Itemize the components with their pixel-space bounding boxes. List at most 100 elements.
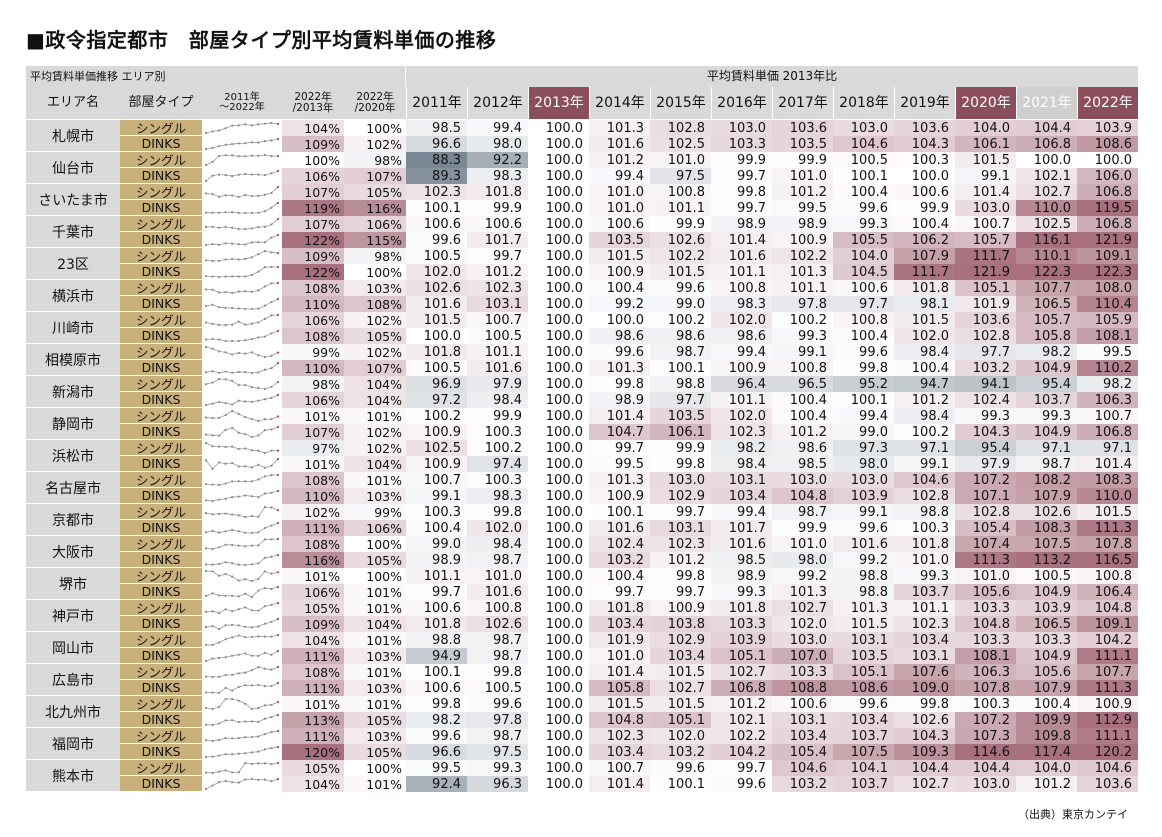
value-cell: 103.3 [711,616,772,632]
sparkline-point [217,738,221,742]
sparkline-point [237,699,240,702]
value-cell: 104.9 [1016,584,1077,600]
value-cell: 102.6 [650,232,711,248]
value-cell: 98.4 [467,392,528,408]
sparkline-point [217,461,221,464]
sparkline-point [217,483,221,487]
value-cell: 102.3 [650,536,711,552]
sparkline-point [257,654,260,658]
sparkline-point [244,193,247,197]
header-year-6: 2017年 [772,87,833,119]
sparkline-point [224,445,227,449]
ratio-2020-cell: 101% [344,696,406,712]
ratio-2013-cell: 111% [282,520,344,536]
sparkline-point [276,761,280,765]
sparkline-point [276,571,280,574]
sparkline-point [231,291,234,295]
sparkline-point [263,153,267,157]
sparkline-line [205,202,279,214]
value-cell: 108.3 [1077,472,1138,488]
sparkline-point [263,704,267,707]
sparkline-point [270,428,273,431]
sparkline-point [244,494,247,497]
value-cell: 101.5 [650,664,711,680]
sparkline-point [257,194,260,197]
value-cell: 101.2 [650,552,711,568]
value-cell: 99.7 [589,584,650,600]
sparkline-point [237,752,240,755]
sparkline-point [204,723,208,726]
ratio-2013-cell: 105% [282,600,344,616]
value-cell: 102.0 [406,264,467,280]
value-cell: 104.1 [833,760,894,776]
sparkline-point [204,225,208,228]
value-cell: 102.4 [955,392,1016,408]
value-cell: 97.2 [406,392,467,408]
value-cell: 100.3 [406,504,467,520]
value-cell: 103.8 [650,616,711,632]
value-cell: 100.2 [467,440,528,456]
value-cell: 103.5 [833,648,894,664]
value-cell: 108.6 [833,680,894,696]
ratio-2013-cell: 101% [282,408,344,424]
sparkline-point [250,707,253,711]
sparkline-point [217,641,221,644]
value-cell: 103.3 [955,600,1016,616]
sparkline-point [211,160,214,164]
value-cell: 100.5 [833,152,894,168]
sparkline-point [250,141,253,144]
sparkline-point [257,683,260,687]
sparkline-point [276,729,280,733]
sparkline-point [276,122,280,125]
sparkline-line [205,138,279,150]
ratio-2020-cell: 104% [344,376,406,392]
sparkline-point [263,717,267,720]
value-cell: 103.4 [833,712,894,728]
sparkline-point [211,193,214,196]
sparkline-point [270,332,273,335]
value-cell: 119.5 [1077,200,1138,216]
ratio-2020-cell: 101% [344,632,406,648]
sparkline-point [217,434,221,437]
room-type-cell: シングル [120,696,202,712]
sparkline-chart [204,569,280,583]
value-cell: 102.5 [1016,216,1077,232]
value-cell: 98.7 [772,504,833,520]
ratio-2020-cell: 98% [344,152,406,168]
sparkline-point [224,462,227,465]
sparkline-point [257,307,260,310]
header-room-type: 部屋タイプ [120,87,202,119]
value-cell: 99.6 [406,232,467,248]
value-cell: 106.5 [1016,296,1077,312]
sparkline-point [270,314,273,317]
value-cell: 106.1 [955,136,1016,152]
ratio-2013-cell: 122% [282,264,344,280]
value-cell: 94.1 [955,376,1016,392]
sparkline-point [244,684,247,687]
sparkline-point [270,715,273,719]
sparkline-point [270,474,273,477]
sparkline-point [211,370,214,373]
sparkline-point [237,672,240,675]
sparkline-line [205,346,279,358]
sparkline-point [263,538,267,541]
value-cell: 101.8 [589,600,650,616]
header-ratio-2020: 2022年 /2020年 [344,87,406,119]
sparkline-point [237,514,240,517]
value-cell: 106.8 [1077,424,1138,440]
sparkline [202,296,282,312]
sparkline-point [270,191,273,194]
sparkline-point [217,323,221,327]
sparkline-point [231,737,234,740]
value-cell: 100.3 [467,472,528,488]
room-type-cell: DINKS [120,392,202,408]
value-cell: 104.8 [772,488,833,504]
value-cell: 100.2 [772,312,833,328]
sparkline [202,728,282,744]
value-cell: 103.0 [650,472,711,488]
sparkline-point [250,173,253,176]
sparkline-point [257,211,260,214]
value-cell: 103.6 [955,312,1016,328]
sparkline-point [263,139,267,143]
sparkline-point [263,317,267,320]
